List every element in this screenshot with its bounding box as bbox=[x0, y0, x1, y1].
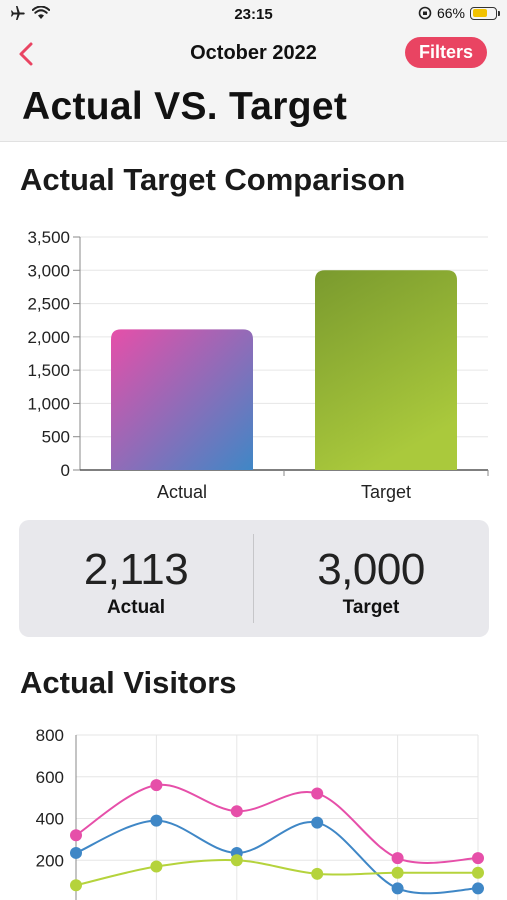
visitors-line-chart: 200 400 600 800 bbox=[36, 726, 484, 900]
battery-icon bbox=[470, 6, 500, 20]
data-point[interactable] bbox=[391, 866, 404, 879]
data-point[interactable] bbox=[150, 779, 163, 792]
status-icons-left bbox=[10, 5, 50, 21]
y-tick-label: 3,500 bbox=[27, 228, 70, 247]
actual-label: Actual bbox=[106, 597, 166, 618]
data-point[interactable] bbox=[230, 805, 243, 818]
target-label: Target bbox=[342, 597, 400, 618]
data-point[interactable] bbox=[311, 867, 324, 880]
summary-card: 2,113 Actual 3,000 Target bbox=[19, 520, 489, 637]
series-line-3 bbox=[75, 859, 479, 887]
airplane-icon bbox=[11, 6, 25, 20]
comparison-section-title: Actual Target Comparison bbox=[20, 162, 406, 197]
wifi-icon bbox=[32, 6, 50, 19]
filters-button[interactable]: Filters bbox=[404, 37, 487, 68]
orientation-lock-icon bbox=[418, 6, 432, 20]
series-line-2 bbox=[75, 819, 479, 895]
x-tick-label: Target bbox=[361, 482, 411, 502]
summary-target: 3,000 Target bbox=[254, 520, 488, 637]
data-point[interactable] bbox=[472, 852, 484, 865]
status-icons-right: 66% bbox=[418, 5, 500, 21]
series-line-1 bbox=[75, 783, 479, 864]
y-tick-label: 1,500 bbox=[27, 361, 70, 380]
data-point[interactable] bbox=[230, 854, 243, 867]
data-point[interactable] bbox=[150, 814, 163, 827]
y-tick-label: 2,500 bbox=[27, 295, 70, 314]
chevron-left-icon bbox=[19, 42, 33, 66]
data-point[interactable] bbox=[70, 846, 82, 859]
y-tick-label: 400 bbox=[36, 810, 64, 829]
y-tick-label: 2,000 bbox=[27, 328, 70, 347]
battery-percent: 66% bbox=[436, 5, 465, 21]
data-point[interactable] bbox=[391, 852, 404, 865]
summary-divider bbox=[253, 534, 254, 623]
bar-target[interactable] bbox=[315, 270, 457, 470]
visitors-section-title: Actual Visitors bbox=[20, 665, 237, 700]
page-title: Actual VS. Target bbox=[22, 85, 348, 128]
y-tick-label: 200 bbox=[36, 851, 64, 870]
comparison-bar-chart: 0 500 1,000 1,500 2,000 2,500 3,000 3,500 Actual… bbox=[27, 228, 489, 502]
summary-actual: 2,113 Actual bbox=[19, 520, 253, 637]
back-button[interactable] bbox=[14, 40, 42, 68]
status-bar: 23:15 66% bbox=[0, 0, 507, 32]
bar-actual[interactable] bbox=[111, 329, 253, 470]
actual-value: 2,113 bbox=[83, 545, 189, 594]
y-tick-label: 0 bbox=[61, 461, 70, 480]
data-point[interactable] bbox=[70, 879, 82, 892]
status-time: 23:15 bbox=[234, 6, 273, 23]
data-point[interactable] bbox=[311, 816, 324, 829]
y-tick-label: 3,000 bbox=[27, 261, 70, 280]
y-tick-label: 600 bbox=[36, 768, 64, 787]
y-tick-label: 1,000 bbox=[27, 394, 70, 413]
nav-title: October 2022 bbox=[190, 42, 317, 64]
data-point[interactable] bbox=[391, 882, 404, 895]
data-point[interactable] bbox=[472, 866, 484, 879]
y-tick-label: 500 bbox=[42, 428, 70, 447]
x-tick-label: Actual bbox=[157, 482, 207, 502]
data-point[interactable] bbox=[472, 882, 484, 895]
data-point[interactable] bbox=[150, 860, 163, 873]
y-tick-label: 800 bbox=[36, 726, 64, 745]
nav-header: October 2022 Filters Actual VS. Target bbox=[0, 32, 507, 142]
data-point[interactable] bbox=[311, 787, 324, 800]
target-value: 3,000 bbox=[317, 545, 425, 594]
data-point[interactable] bbox=[70, 829, 82, 842]
